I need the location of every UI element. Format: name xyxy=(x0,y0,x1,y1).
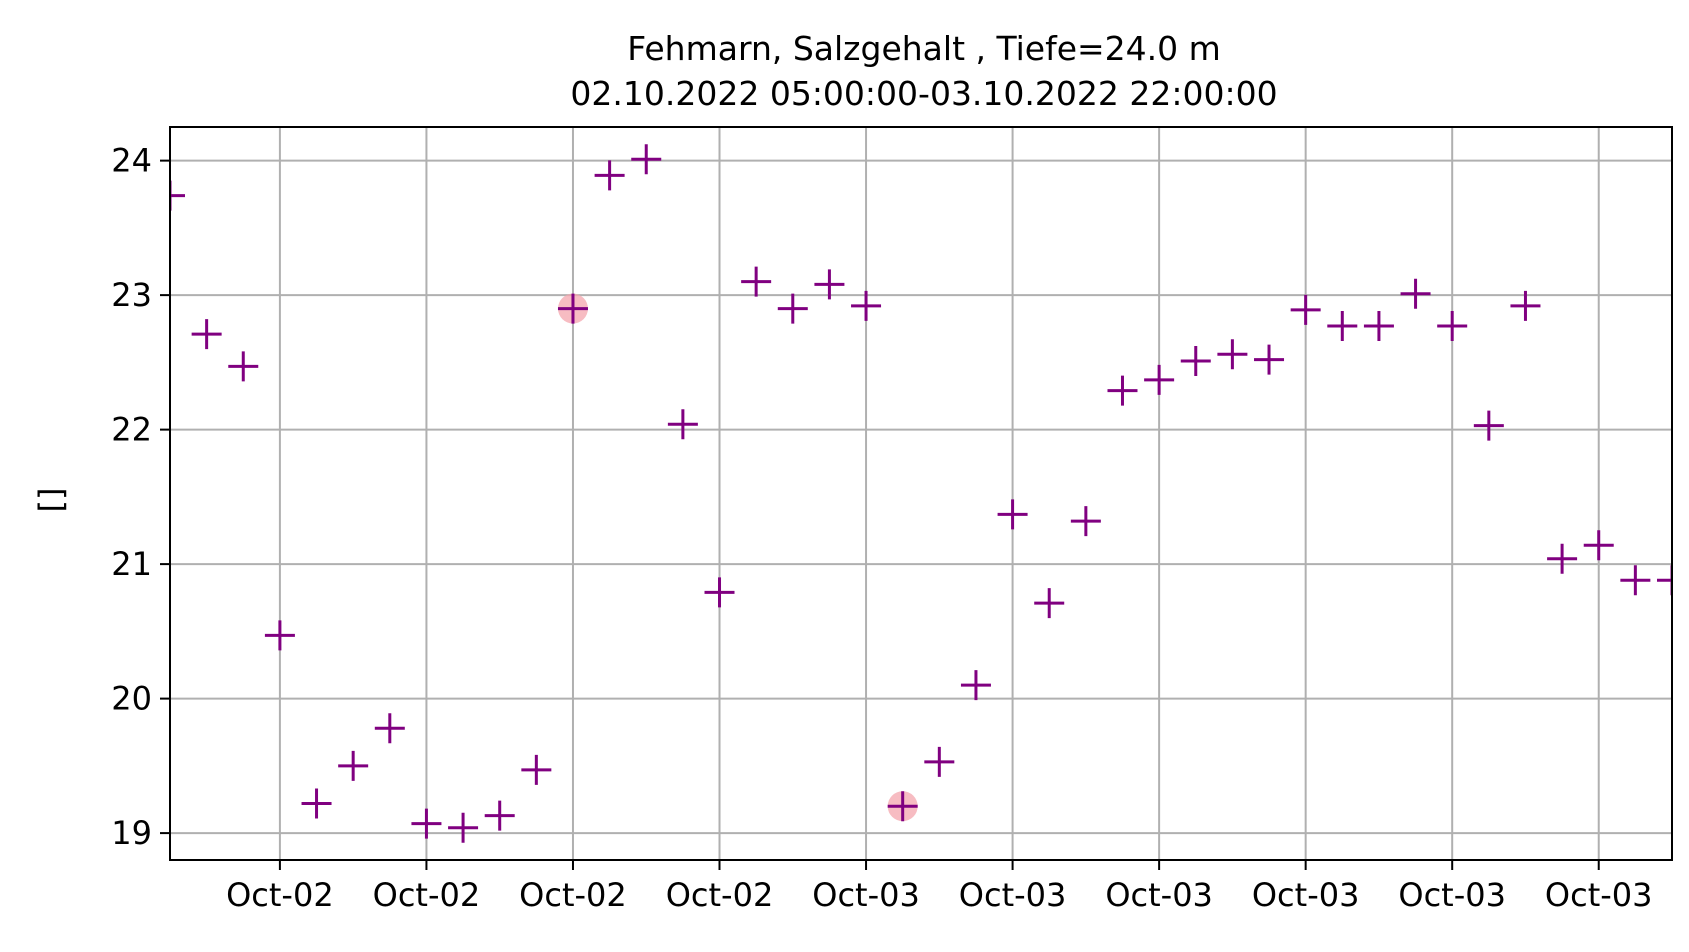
data-point xyxy=(1254,344,1285,375)
plot-frame xyxy=(169,126,1673,861)
x-tick-label: Oct-02 xyxy=(666,876,774,914)
plot-area xyxy=(170,144,1672,843)
data-point xyxy=(411,808,442,839)
data-point xyxy=(851,290,882,321)
highlight-layer xyxy=(557,293,918,822)
data-point xyxy=(704,577,735,608)
x-tick-label: Oct-03 xyxy=(959,876,1067,914)
data-point xyxy=(594,160,625,191)
marker-layer xyxy=(170,144,1672,843)
y-tick-label: 20 xyxy=(111,680,152,718)
data-point xyxy=(1657,565,1672,596)
data-point xyxy=(170,180,185,211)
chart-title-line2: 02.10.2022 05:00:00-03.10.2022 22:00:00 xyxy=(570,74,1277,113)
data-point xyxy=(301,788,332,819)
y-tick-label: 24 xyxy=(111,142,152,180)
data-point xyxy=(338,750,369,781)
data-point xyxy=(1180,346,1211,377)
data-point xyxy=(1400,278,1431,309)
tick-layer: Oct-02 Oct-02 Oct-02 Oct-02 Oct-03 Oct-03 Oct-… xyxy=(111,142,1652,914)
chart-title-line1: Fehmarn, Salzgehalt , Tiefe=24.0 m xyxy=(627,29,1221,68)
x-tick-label: Oct-02 xyxy=(519,876,627,914)
data-point xyxy=(1107,375,1138,406)
data-point xyxy=(777,293,808,324)
data-point xyxy=(521,754,552,785)
data-point xyxy=(1620,565,1651,596)
y-tick-label: 19 xyxy=(111,814,152,852)
data-point xyxy=(814,269,845,300)
x-tick-label: Oct-02 xyxy=(226,876,334,914)
data-point xyxy=(228,351,259,382)
data-point xyxy=(191,319,222,350)
x-tick-label: Oct-03 xyxy=(1398,876,1506,914)
data-point xyxy=(1510,290,1541,321)
data-point xyxy=(887,791,918,822)
data-point xyxy=(1327,311,1358,342)
data-point xyxy=(374,713,405,744)
data-point xyxy=(1547,543,1578,574)
data-point xyxy=(997,499,1028,530)
data-point xyxy=(1144,364,1175,395)
data-point xyxy=(1034,588,1065,619)
y-tick-label: 21 xyxy=(111,545,152,583)
data-point xyxy=(1437,311,1468,342)
x-tick-label: Oct-03 xyxy=(1252,876,1360,914)
y-tick-label: 23 xyxy=(111,276,152,314)
grid-layer xyxy=(170,127,1672,860)
data-point xyxy=(1290,294,1321,325)
data-point xyxy=(1070,506,1101,537)
data-point xyxy=(1583,530,1614,561)
data-point xyxy=(557,293,588,324)
data-point xyxy=(960,670,991,701)
x-tick-label: Oct-02 xyxy=(373,876,481,914)
y-axis-label: [] xyxy=(32,488,70,513)
data-point xyxy=(924,746,955,777)
x-tick-label: Oct-03 xyxy=(812,876,920,914)
data-point xyxy=(484,800,515,831)
data-point xyxy=(741,266,772,297)
x-tick-label: Oct-03 xyxy=(1545,876,1653,914)
data-point xyxy=(264,620,295,651)
data-point xyxy=(1217,339,1248,370)
y-tick-label: 22 xyxy=(111,411,152,449)
data-point xyxy=(667,409,698,440)
data-point xyxy=(631,144,662,175)
data-point xyxy=(448,812,479,843)
data-point xyxy=(1363,311,1394,342)
x-tick-label: Oct-03 xyxy=(1105,876,1213,914)
data-point xyxy=(1473,410,1504,441)
